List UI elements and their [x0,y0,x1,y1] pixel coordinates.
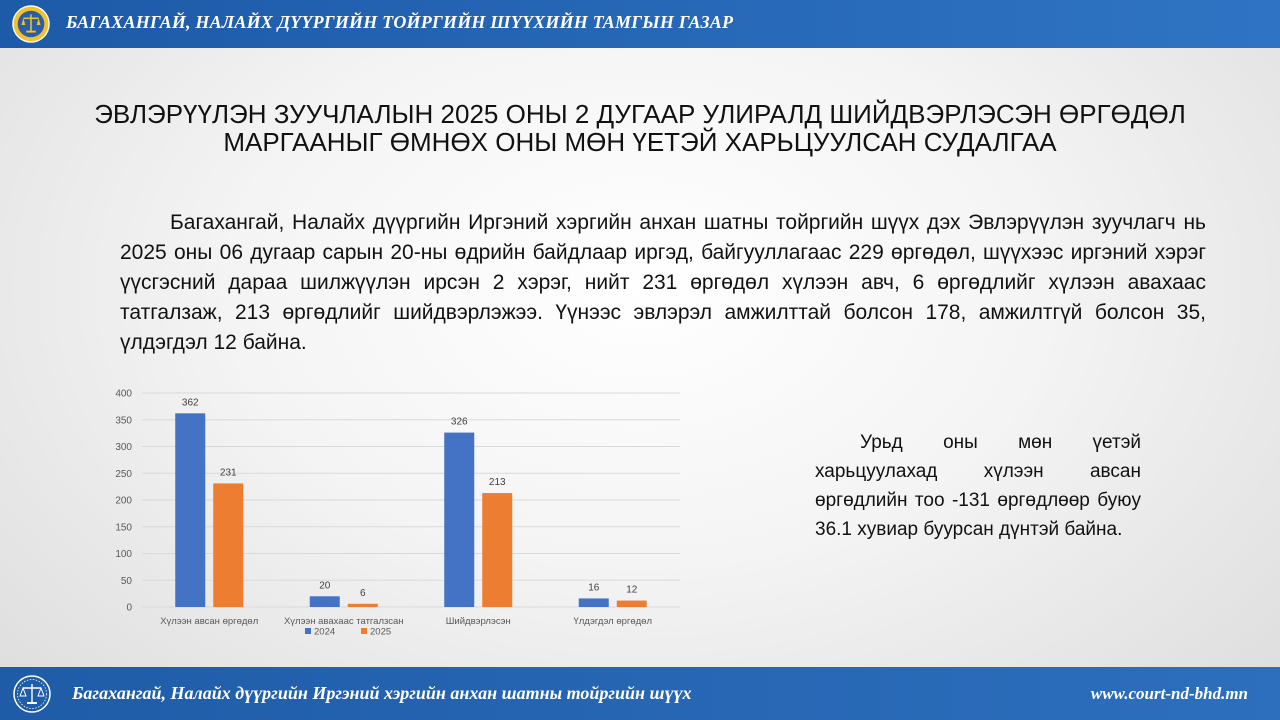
bar [578,598,609,607]
y-tick-label: 300 [115,442,132,453]
data-label: 326 [451,417,468,428]
bar [616,600,647,607]
header-title: БАГАХАНГАЙ, НАЛАЙХ ДҮҮРГИЙН ТОЙРГИЙН ШҮҮ… [66,12,734,32]
y-tick-label: 200 [115,496,132,507]
y-tick-label: 100 [115,549,132,560]
data-label: 20 [319,580,331,591]
x-tick-label: Шийдвэрлэсэн [446,616,511,627]
x-tick-label: Хүлээн авсан өргөдөл [160,616,258,627]
bar [347,603,378,607]
y-tick-label: 150 [115,522,132,533]
footer-court-name: Багахангай, Налайх дүүргийн Иргэний хэрг… [72,683,692,703]
footer-website-link[interactable]: www.court-nd-bhd.mn [1090,684,1248,703]
y-tick-label: 50 [121,576,133,587]
legend-label: 2024 [314,627,335,638]
y-tick-label: 0 [126,603,132,614]
data-label: 213 [489,477,506,488]
bar [213,483,244,607]
bar [482,493,513,607]
data-label: 6 [360,588,366,599]
legend-label: 2025 [370,627,391,638]
page-title: ЭВЛЭРҮҮЛЭН ЗУУЧЛАЛЫН 2025 ОНЫ 2 ДУГААР У… [94,99,1186,157]
header-bar: БАГАХАНГАЙ, НАЛАЙХ ДҮҮРГИЙН ТОЙРГИЙН ШҮҮ… [0,0,1280,48]
x-tick-label: Үлдэгдэл өргөдөл [573,616,652,627]
y-tick-label: 400 [115,389,132,400]
data-label: 12 [626,585,638,596]
legend-swatch [361,628,367,634]
court-emblem-icon [12,5,50,43]
footer-bar: Багахангай, Налайх дүүргийн Иргэний хэрг… [0,667,1280,720]
data-label: 16 [588,582,600,593]
data-label: 362 [182,397,199,408]
body-paragraph: Багахангай, Налайх дүүргийн Иргэний хэрг… [120,211,1206,354]
bar-chart: 0 50 100 150 200 250 300 350 400 362 231 Хүлээн авс… [115,389,680,638]
y-tick-label: 350 [115,415,132,426]
bar [444,432,475,607]
data-label: 231 [220,467,237,478]
bar [175,413,206,607]
y-tick-label: 250 [115,469,132,480]
x-tick-label: Хүлээн авахаас татгалзсан [284,616,404,627]
legend-swatch [305,628,311,634]
comparison-note: Урьд оны мөн үетэй харьцуулахад хүлээн а… [815,432,1141,540]
bar [309,596,340,607]
scales-of-justice-icon [13,675,51,713]
